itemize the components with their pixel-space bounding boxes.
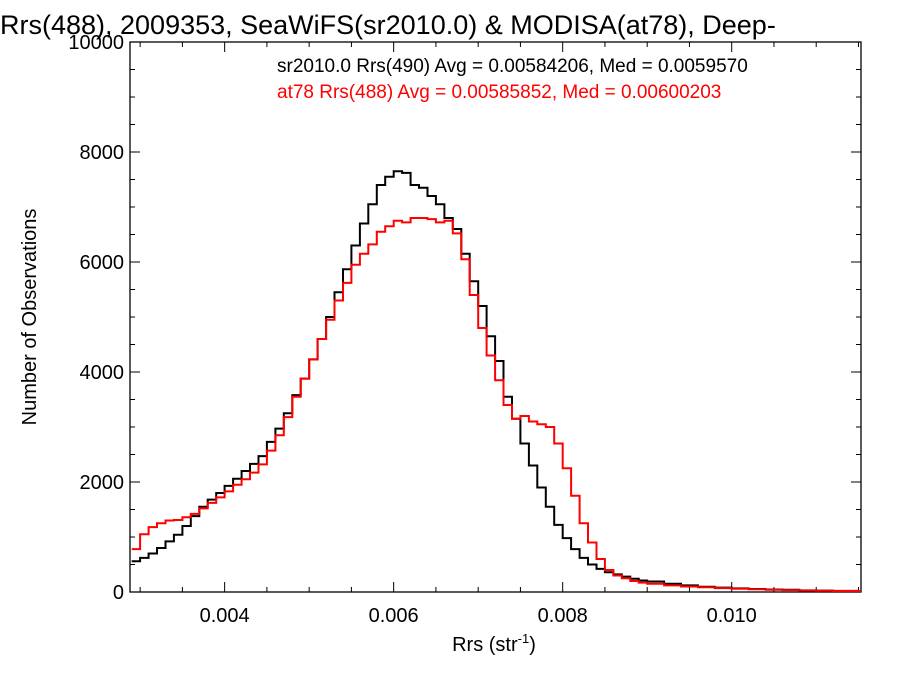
series-line-at78 — [131, 217, 861, 592]
series-layer — [131, 170, 861, 592]
series-line-sr2010 — [131, 170, 861, 592]
plot-frame — [129, 41, 862, 593]
axis-ticks: 0.004 0.006 0.008 0.010 0 2000 4000 6000 8000 100… — [68, 32, 861, 627]
x-axis-label-main: Rrs (str — [452, 634, 518, 656]
x-axis-label-close: ) — [529, 634, 536, 656]
chart-title: Rrs(488), 2009353, SeaWiFS(sr2010.0) & M… — [0, 10, 776, 40]
x-tick-label: 0.004 — [200, 605, 250, 627]
legend-entry-at78: at78 Rrs(488) Avg = 0.00585852, Med = 0.… — [277, 82, 721, 103]
x-tick-label: 0.008 — [538, 605, 588, 627]
y-tick-label: 0 — [113, 582, 124, 604]
legend-entry-sr2010: sr2010.0 Rrs(490) Avg = 0.00584206, Med … — [277, 56, 748, 77]
x-tick-label: 0.006 — [369, 605, 419, 627]
y-tick-label: 8000 — [80, 142, 125, 164]
x-tick-label: 0.010 — [707, 605, 757, 627]
y-tick-label: 6000 — [80, 252, 125, 274]
y-tick-label: 2000 — [80, 472, 125, 494]
x-axis-label: Rrs (str-1) — [452, 631, 536, 656]
plot-border — [129, 41, 862, 593]
y-axis-label: Number of Observations — [19, 209, 41, 426]
y-tick-label: 10000 — [68, 32, 124, 54]
y-tick-label: 4000 — [80, 362, 125, 384]
x-axis-label-superscript: -1 — [518, 631, 530, 646]
